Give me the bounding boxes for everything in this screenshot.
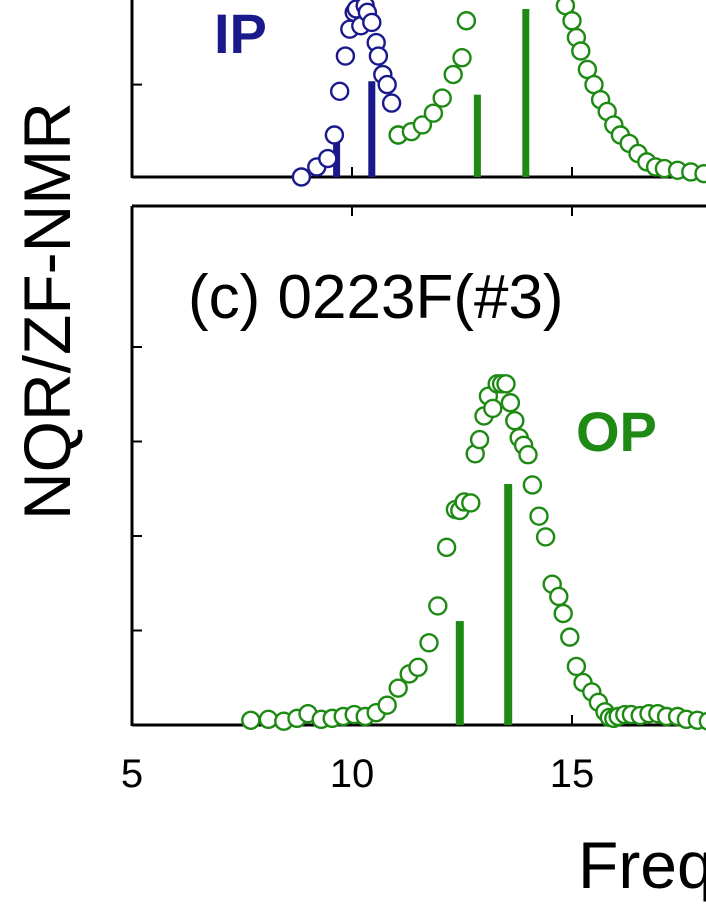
c-point-23 <box>469 429 490 450</box>
top-point-ip-17 <box>381 93 402 113</box>
top-point-ip-16 <box>377 74 397 95</box>
top-point-op-6 <box>452 48 472 68</box>
panel-c-bars <box>455 484 513 725</box>
c-point-40 <box>553 603 573 624</box>
top-point-ip-14 <box>368 46 389 66</box>
c-point-59 <box>698 711 706 731</box>
top-bar-op-3 <box>522 9 530 177</box>
c-point-37 <box>535 527 556 547</box>
top-point-op-25 <box>694 163 706 184</box>
x-tick-labels: 5 10 15 <box>121 752 594 796</box>
top-point-ip-12 <box>362 12 382 33</box>
c-point-31 <box>505 411 525 431</box>
c-point-17 <box>436 537 457 558</box>
top-panel-points <box>291 0 706 187</box>
top-point-op-7 <box>456 11 477 31</box>
c-point-14 <box>408 657 428 678</box>
x-tick-label-15: 15 <box>550 752 595 796</box>
top-point-op-3 <box>423 103 444 123</box>
top-point-ip-3 <box>324 125 345 145</box>
top-point-ip-5 <box>335 46 356 66</box>
panel-c: (c) 0223F(#3) OP 5 10 15 <box>121 204 706 796</box>
x-axis-title: Freq <box>578 828 706 902</box>
c-point-36 <box>529 506 549 526</box>
c-point-21 <box>461 493 481 513</box>
panel-c-title: (c) 0223F(#3) <box>188 263 564 332</box>
x-tick-label-5: 5 <box>121 752 143 796</box>
c-point-0 <box>241 710 261 730</box>
top-bar-ip-1 <box>368 81 376 177</box>
c-bar-1 <box>504 484 513 725</box>
top-bar-op-2 <box>473 94 481 177</box>
y-axis-title: NQR/ZF-NMR <box>10 102 84 520</box>
top-point-ip-0 <box>291 167 312 187</box>
top-point-ip-2 <box>318 148 338 169</box>
c-point-29 <box>496 374 516 394</box>
top-panel-ticks <box>132 83 573 177</box>
top-point-op-4 <box>432 88 452 108</box>
c-point-11 <box>377 695 397 715</box>
top-point-op-2 <box>412 115 433 135</box>
c-point-39 <box>549 586 569 607</box>
c-point-12 <box>388 678 408 698</box>
x-tick-label-10: 10 <box>330 752 375 796</box>
panel-top: IP <box>130 0 706 187</box>
top-point-op-9 <box>562 11 582 31</box>
c-point-34 <box>518 445 538 465</box>
c-point-26 <box>483 398 503 419</box>
panel-c-points <box>241 374 706 731</box>
op-series-label: OP <box>576 400 657 463</box>
c-point-30 <box>500 393 521 413</box>
c-point-35 <box>522 475 543 495</box>
top-point-op-11 <box>571 41 591 61</box>
top-point-ip-4 <box>329 81 350 102</box>
top-point-op-5 <box>443 64 463 85</box>
c-point-16 <box>428 596 448 616</box>
c-point-41 <box>560 627 580 647</box>
ip-series-label: IP <box>214 2 267 65</box>
c-bar-0 <box>455 621 464 725</box>
c-point-42 <box>566 656 587 677</box>
c-point-15 <box>419 633 439 653</box>
